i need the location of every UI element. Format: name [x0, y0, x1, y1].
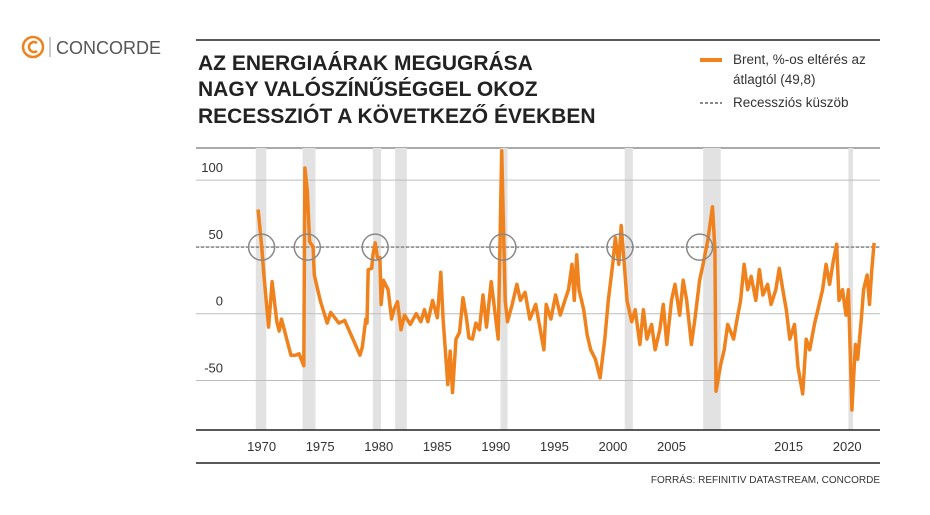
- recession-band: [395, 148, 407, 430]
- series-line: [256, 148, 876, 412]
- x-tick-label: 2005: [657, 439, 686, 454]
- source: FORRÁS: REFINITIV DATASTREAM, CONCORDE: [651, 473, 880, 486]
- y-tick-label: 100: [201, 160, 223, 175]
- logo-icon: [21, 35, 45, 59]
- legend: Brent, %-os eltérés az átlagtól (49,8) R…: [733, 50, 878, 113]
- legend-entry: Recessziós küszöb: [733, 95, 849, 110]
- recession-band: [255, 148, 267, 430]
- logo-text: CONCORDE: [56, 38, 161, 58]
- highlight-circle: [685, 233, 714, 261]
- highlight-circle: [489, 233, 517, 261]
- x-tick-label: 2020: [833, 439, 862, 454]
- logo-icon-c: [27, 40, 38, 54]
- recession-band: [624, 148, 633, 430]
- highlight-circle: [247, 233, 276, 261]
- recession-band: [848, 148, 854, 430]
- x-tick-label: 1970: [247, 439, 276, 454]
- highlight-circle: [606, 233, 634, 261]
- y-tick-label: 0: [216, 294, 223, 309]
- highlight-circle: [361, 233, 389, 261]
- chart-title: AZ ENERGIAÁRAK MEGUGRÁSA: [198, 52, 533, 75]
- y-tick-label: -50: [204, 361, 223, 376]
- plot: -50 0 50 100 1970 1975 1980 1985 1990 1995 2000 200…: [196, 148, 880, 454]
- highlight-circle: [293, 233, 322, 261]
- legend-entry: Brent, %-os eltérés az átlagtól (49,8): [733, 52, 866, 87]
- x-tick-label: 1995: [540, 439, 569, 454]
- x-tick-label: 2000: [598, 439, 627, 454]
- x-tick-label: 2015: [774, 439, 803, 454]
- y-tick-label: 50: [209, 227, 223, 242]
- chart-title: NAGY VALÓSZÍNŰSÉGGEL OKOZ: [198, 77, 538, 101]
- x-tick-label: 1975: [306, 439, 335, 454]
- recession-band: [372, 148, 382, 430]
- x-tick-label: 1985: [423, 439, 452, 454]
- chart-title: RECESSZIÓT A KÖVETKEZŐ ÉVEKBEN: [198, 104, 596, 128]
- x-tick-label: 1990: [481, 439, 510, 454]
- x-tick-label: 1980: [364, 439, 393, 454]
